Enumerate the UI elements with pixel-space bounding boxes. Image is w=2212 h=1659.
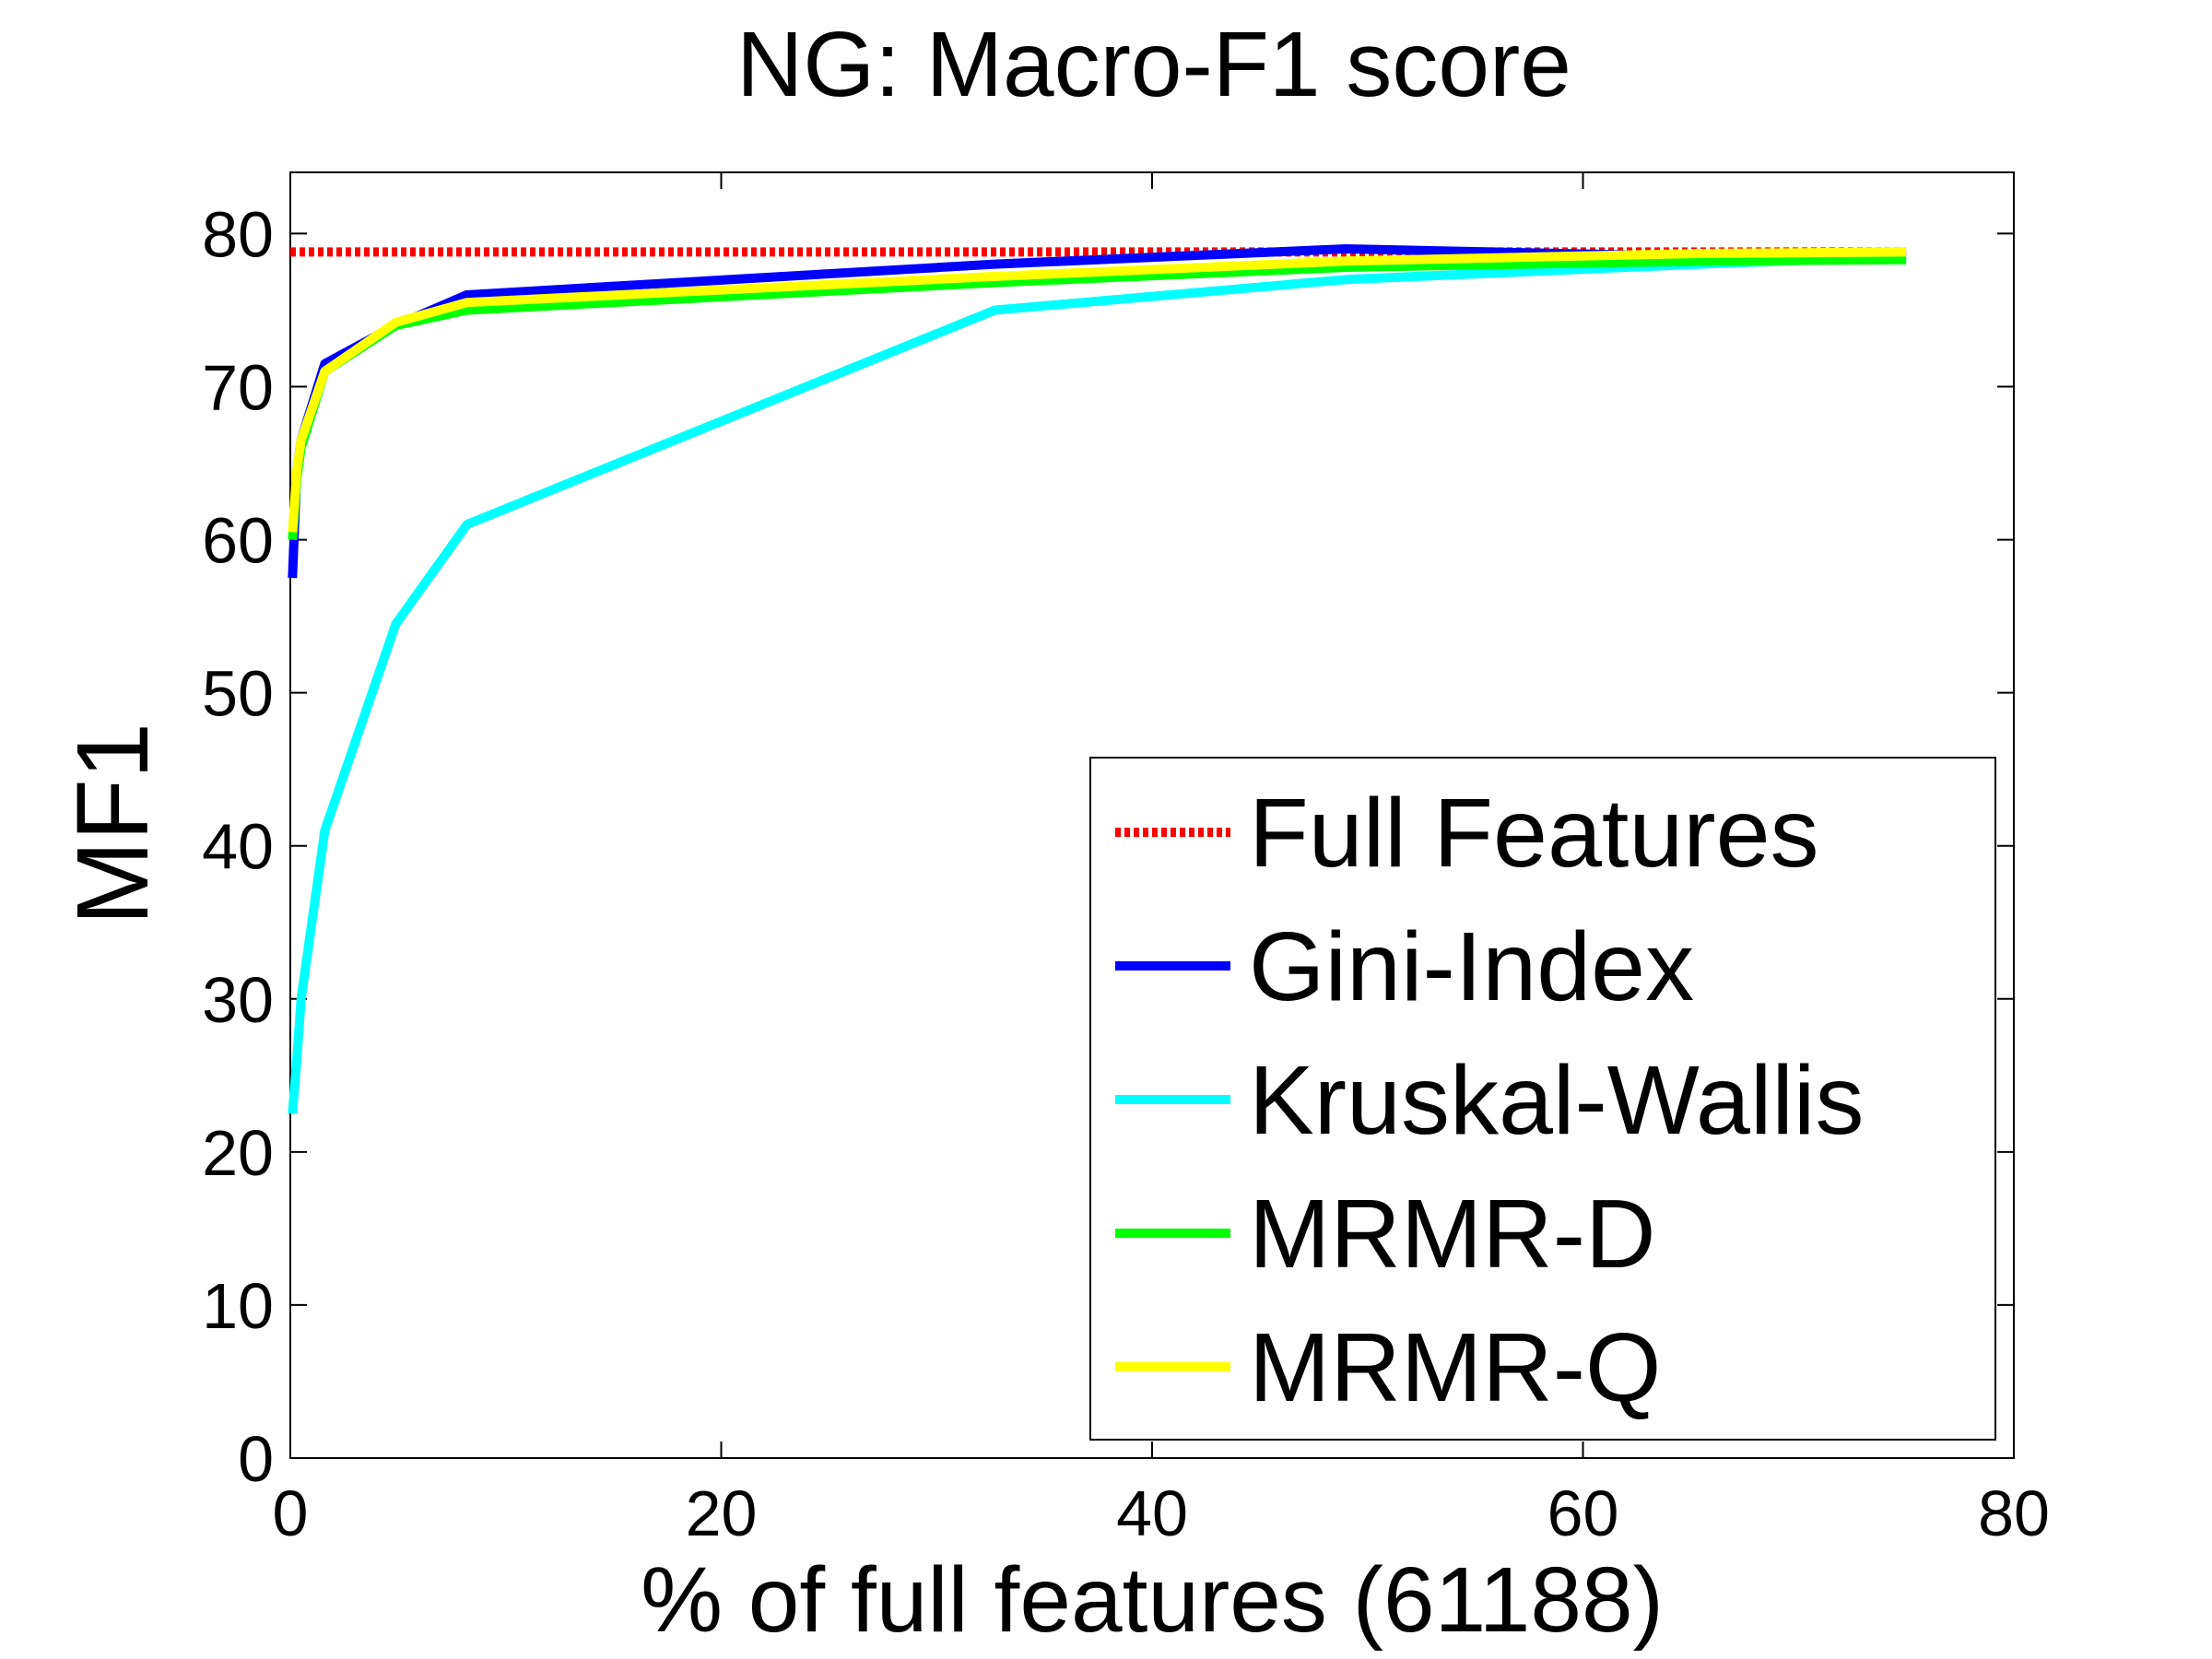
x-tick-label: 0 — [273, 1477, 309, 1549]
y-tick-label: 0 — [238, 1423, 274, 1495]
x-axis-label: % of full features (61188) — [641, 1548, 1664, 1652]
series-line-kruskal-wallis — [288, 252, 1907, 1114]
legend-items: Full Features Gini-Index Kruskal-Wallis MRM… — [1115, 779, 1864, 1422]
y-tick-label: 80 — [202, 198, 274, 270]
y-tick-label: 70 — [202, 352, 274, 424]
x-tick-label: 80 — [1978, 1477, 2050, 1549]
data-series — [288, 244, 1907, 1114]
legend-label: MRMR-Q — [1249, 1313, 1661, 1422]
x-tick-label: 40 — [1116, 1477, 1188, 1549]
y-tick-label: 60 — [202, 505, 274, 577]
legend-label: Full Features — [1249, 779, 1819, 888]
y-tick-label: 10 — [202, 1270, 274, 1342]
legend-box — [1089, 757, 1996, 1441]
legend-label: Kruskal-Wallis — [1249, 1046, 1864, 1155]
y-tick-label: 50 — [202, 658, 274, 730]
legend-label: Gini-Index — [1249, 912, 1694, 1021]
chart-title: NG: Macro-F1 score — [736, 13, 1571, 116]
x-tick-label: 60 — [1547, 1477, 1619, 1549]
y-axis-label: MF1 — [56, 723, 170, 925]
x-tick-label: 20 — [686, 1477, 758, 1549]
axis-ticks: 0 20 40 60 80 0 10 20 30 40 50 60 70 80 — [202, 172, 2050, 1549]
y-tick-label: 20 — [202, 1117, 274, 1189]
legend-label: MRMR-D — [1249, 1180, 1656, 1288]
series-line-mrmr-q — [288, 247, 1907, 533]
y-tick-label: 30 — [202, 964, 274, 1036]
y-tick-label: 40 — [202, 811, 274, 883]
legend: Full Features Gini-Index Kruskal-Wallis MRM… — [1089, 757, 1996, 1441]
